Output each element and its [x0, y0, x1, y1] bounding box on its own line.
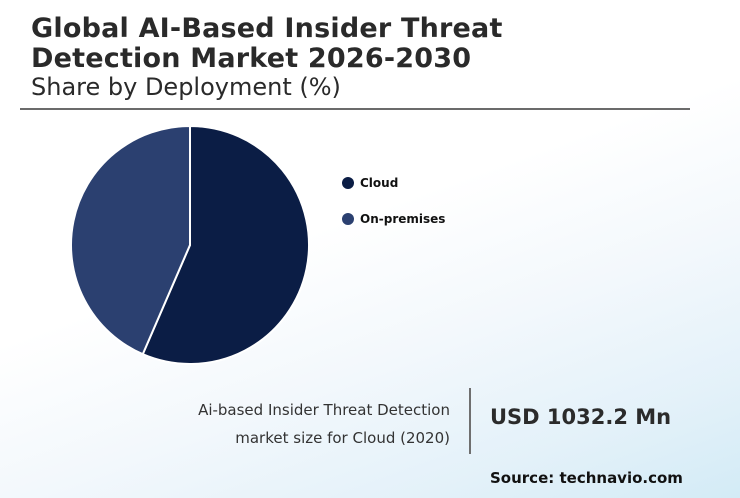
legend-swatch-cloud	[342, 177, 354, 189]
stat-label-line-1: Ai-based Insider Threat Detection	[198, 401, 450, 419]
source-credit: Source: technavio.com	[490, 469, 683, 487]
pie-slice-cloud	[141, 124, 310, 365]
stat-value: USD 1032.2 Mn	[490, 405, 672, 429]
stat-label: Ai-based Insider Threat Detection market…	[150, 396, 450, 452]
stat-label-line-2: market size for Cloud (2020)	[235, 429, 450, 447]
chart-subtitle: Share by Deployment (%)	[31, 73, 341, 101]
title-line-1: Global AI-Based Insider Threat	[31, 13, 503, 44]
chart-title: Global AI-Based Insider Threat Detection…	[31, 14, 503, 74]
legend-label-on-premises: On-premises	[360, 212, 446, 226]
legend-swatch-on-premises	[342, 213, 354, 225]
legend-label-cloud: Cloud	[360, 176, 399, 190]
chart-legend: Cloud On-premises	[342, 175, 445, 247]
stat-divider	[469, 388, 471, 454]
title-line-2: Detection Market 2026-2030	[31, 43, 472, 74]
legend-item-cloud: Cloud	[342, 175, 445, 191]
legend-item-on-premises: On-premises	[342, 211, 445, 227]
header-divider	[20, 108, 690, 110]
pie-slice-on-premises	[70, 124, 191, 356]
